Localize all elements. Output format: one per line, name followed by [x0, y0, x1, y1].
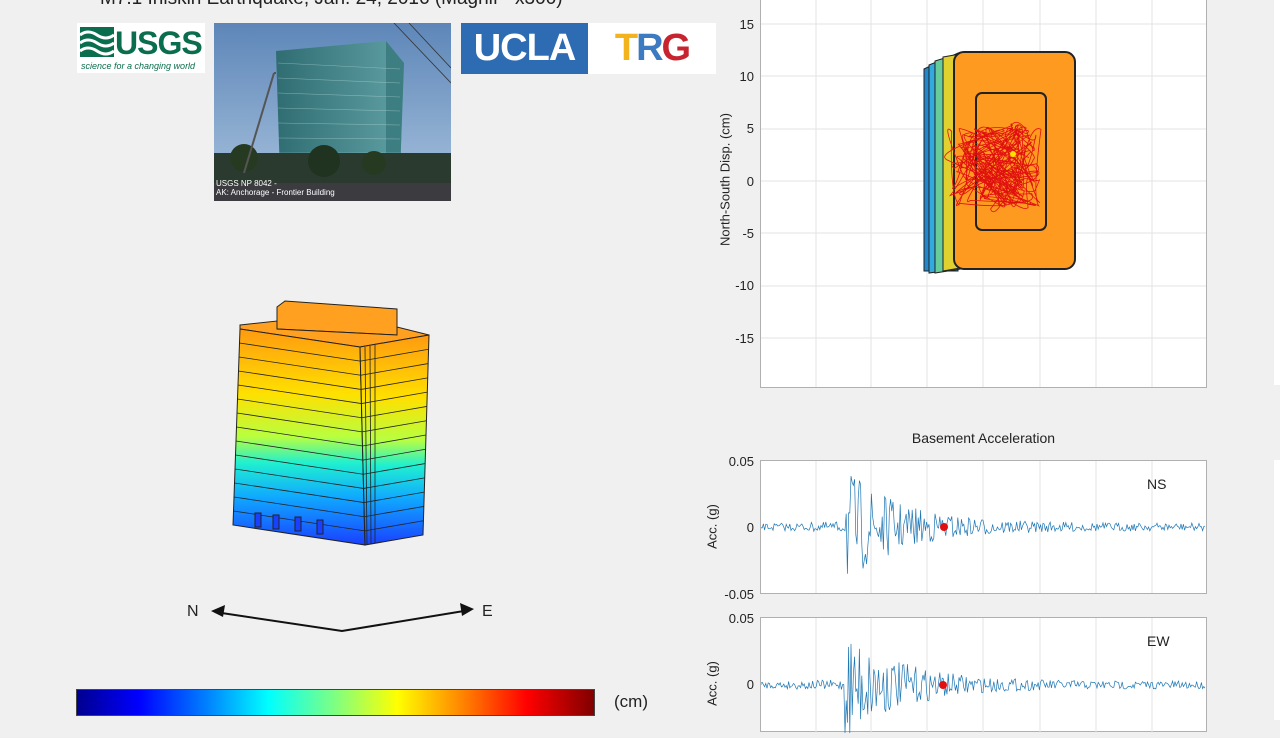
ew-ylabel: Acc. (g): [704, 661, 720, 706]
usgs-logo: USGS science for a changing world: [77, 23, 205, 73]
accel-ew-marker: [939, 681, 947, 689]
adjacent-panel-edge: [1274, 0, 1280, 385]
ns-ytick: 0.05: [728, 454, 754, 469]
trg-letter-t: T: [614, 27, 638, 69]
orbit-ylabel: North-South Disp. (cm): [717, 113, 733, 246]
accel-ew-label: EW: [1147, 633, 1170, 649]
ns-ytick: -0.05: [724, 587, 754, 602]
trg-letter-r: R: [636, 27, 663, 69]
photo-caption-line2: AK: Anchorage - Frontier Building: [216, 188, 335, 197]
adjacent-panel-edge: [1274, 460, 1280, 720]
building-3d-model: [232, 300, 430, 546]
orbit-ytick: -5: [742, 226, 754, 241]
orbit-ytick: 0: [746, 174, 754, 189]
ucla-logo: UCLA: [461, 23, 588, 74]
colorbar-unit: (cm): [614, 692, 648, 711]
compass-north-label: N: [187, 603, 199, 620]
orbit-ytick: -15: [735, 331, 754, 346]
accel-ns-label: NS: [1147, 476, 1167, 492]
usgs-wave-icon: [80, 27, 114, 57]
building-photo: USGS NP 8042 - AK: Anchorage - Frontier …: [214, 23, 451, 201]
accel-ew-panel: EW: [760, 617, 1207, 738]
building-plan-view: [923, 51, 1076, 274]
accel-ns-panel: NS: [760, 460, 1207, 601]
ns-ytick: 0: [746, 520, 754, 535]
ew-ytick: 0: [746, 677, 754, 692]
usgs-tagline: science for a changing world: [81, 61, 196, 71]
orbit-trace: [944, 121, 1042, 213]
orbit-plot-panel: [760, 0, 1207, 388]
compass-arrows: [211, 603, 474, 633]
accel-ns-trace: [760, 476, 1206, 574]
figure-title: M7.1 Iniskin Earthquake, Jan. 24, 2016 (…: [100, 0, 563, 10]
trg-letter-g: G: [661, 27, 692, 69]
usgs-wordmark: USGS: [115, 25, 203, 61]
orbit-current-point: [1010, 151, 1016, 157]
ns-ylabel: Acc. (g): [704, 504, 720, 549]
compass-east-label: E: [482, 603, 493, 620]
photo-caption-line1: USGS NP 8042 -: [216, 179, 277, 188]
ew-ytick: 0.05: [728, 611, 754, 626]
orbit-ytick: 5: [746, 121, 754, 136]
colorbar: [76, 689, 595, 716]
accel-ns-marker: [940, 523, 948, 531]
accel-title: Basement Acceleration: [911, 430, 1056, 446]
accel-ew-trace: [760, 643, 1206, 734]
orbit-ytick: 15: [739, 17, 754, 32]
trg-logo: TRG: [588, 23, 716, 74]
orbit-ytick: 10: [739, 69, 754, 84]
orbit-ytick: -10: [735, 278, 754, 293]
